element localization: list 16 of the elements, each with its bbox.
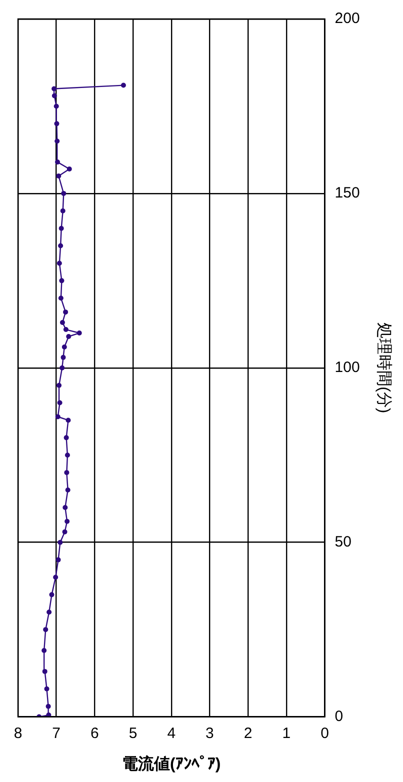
x-tick-label: 3 (206, 724, 214, 742)
y-axis-title: 処理時間(分) (374, 322, 393, 414)
x-tick-label: 4 (167, 724, 176, 742)
x-tick-label: 0 (320, 724, 329, 742)
x-tick-label: 6 (90, 724, 99, 742)
y-tick-label: 0 (334, 708, 344, 725)
x-axis-title: 電流値(ｱﾝﾍﾟｱ) (122, 754, 221, 773)
x-tick-label: 1 (282, 724, 291, 742)
y-tick-label: 100 (334, 359, 360, 376)
x-tick-label: 2 (244, 724, 252, 742)
x-tick-label: 5 (128, 724, 138, 742)
x-tick-label: 8 (14, 724, 22, 742)
y-tick-label: 150 (334, 184, 360, 202)
y-tick-label: 200 (334, 10, 360, 28)
x-tick-label: 7 (52, 724, 61, 742)
y-tick-label: 50 (334, 533, 352, 550)
